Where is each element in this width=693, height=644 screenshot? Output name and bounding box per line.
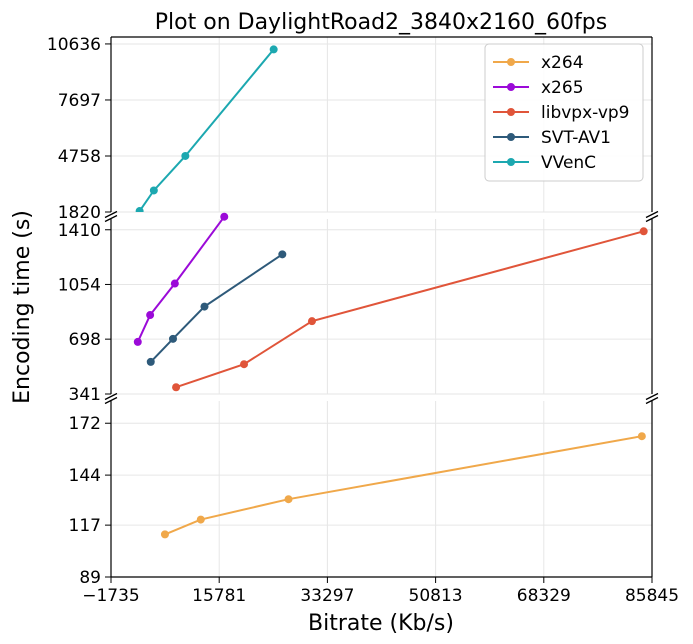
x-tick-label: 68329 (517, 586, 571, 606)
series-line (138, 48, 275, 212)
data-point (168, 334, 177, 343)
axis-break-mark (104, 396, 118, 405)
data-point (160, 530, 169, 539)
axis-break-mark (645, 396, 659, 405)
axis-break-mark (104, 392, 118, 401)
series-x265 (133, 212, 229, 346)
data-point (307, 317, 316, 326)
y-tick-label: 172 (69, 414, 101, 434)
data-point (220, 212, 229, 221)
data-point (172, 383, 181, 392)
axis-break-mark (645, 214, 659, 223)
data-point (200, 302, 209, 311)
axis-break-mark (645, 210, 659, 219)
data-point (170, 279, 179, 288)
y-tick-label: 698 (69, 330, 101, 350)
y-tick-label: 1820 (58, 203, 101, 223)
chart-title: Plot on DaylightRoad2_3840x2160_60fps (155, 10, 607, 35)
series-libvpx-vp9 (172, 227, 648, 392)
y-tick-label: 341 (69, 385, 101, 405)
x-tick-label: 50813 (409, 586, 463, 606)
y-tick-label: 117 (69, 516, 101, 536)
axis-break-mark (104, 214, 118, 223)
data-point (135, 207, 144, 212)
y-axis-label: Encoding time (s) (10, 210, 35, 404)
series-line (136, 216, 226, 343)
y-tick-label: 1054 (58, 275, 101, 295)
axis-break-mark (104, 210, 118, 219)
series-vvenc (135, 45, 278, 212)
legend-label: x264 (541, 53, 584, 73)
data-point (196, 515, 205, 524)
series-x264 (160, 432, 646, 539)
legend-label: x265 (541, 78, 584, 98)
series-line (164, 435, 643, 536)
data-point (637, 432, 646, 441)
legend-label: SVT-AV1 (541, 128, 611, 148)
data-point (278, 250, 287, 259)
data-point (146, 311, 155, 320)
y-tick-label: 1410 (58, 221, 101, 241)
legend: x264 x265 libvpx-vp9 SVT-AV1 VVenC (484, 43, 644, 182)
data-point (240, 360, 249, 369)
legend-swatch-marker (507, 133, 515, 141)
legend-swatch-marker (507, 108, 515, 116)
data-point (133, 337, 142, 346)
y-tick-label: 7697 (58, 91, 101, 111)
series-line (175, 230, 644, 389)
x-tick-label: 85845 (625, 586, 679, 606)
data-point (639, 227, 648, 236)
data-point (149, 186, 158, 195)
x-tick-label: 15781 (192, 586, 246, 606)
series-svt-av1 (146, 250, 287, 366)
x-tick-label: 33297 (300, 586, 354, 606)
legend-swatch-marker (507, 158, 515, 166)
legend-swatch-marker (507, 58, 515, 66)
data-point (284, 495, 293, 504)
legend-label: libvpx-vp9 (541, 103, 630, 123)
y-tick-label: 10636 (47, 35, 101, 55)
data-point (146, 357, 155, 366)
x-axis-label: Bitrate (Kb/s) (308, 611, 454, 636)
legend-label: VVenC (541, 153, 596, 173)
y-tick-label: 89 (79, 568, 101, 588)
y-tick-label: 144 (69, 466, 101, 486)
y-tick-label: 4758 (58, 147, 101, 167)
axis-break-mark (645, 392, 659, 401)
legend-box (484, 43, 644, 182)
x-tick-label: −1735 (82, 586, 140, 606)
legend-swatch-marker (507, 83, 515, 91)
data-point (269, 45, 278, 54)
series-line (150, 253, 283, 363)
data-point (181, 151, 190, 160)
